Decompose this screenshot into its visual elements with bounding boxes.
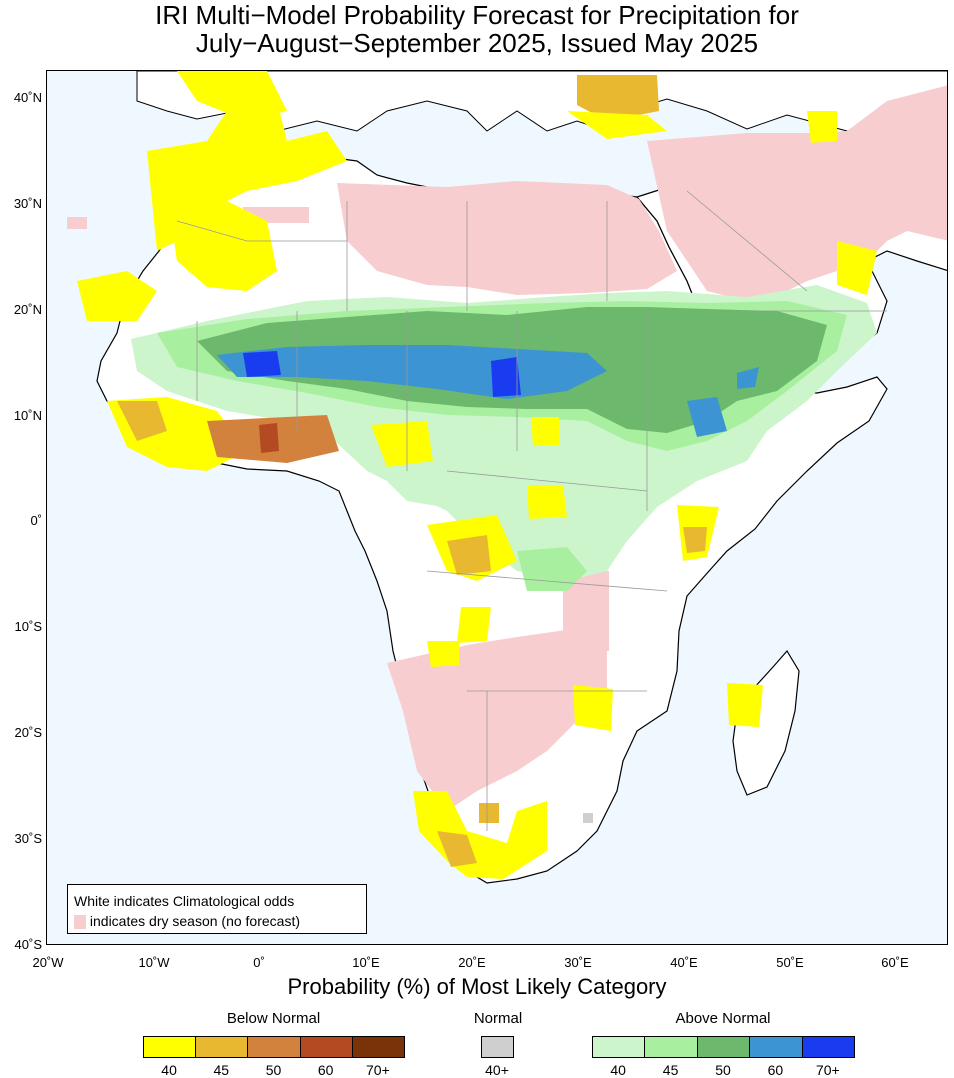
lon-label-20w: 20˚W — [32, 955, 64, 970]
above-normal-title: Above Normal — [675, 1010, 771, 1027]
lat-label-30n: 30˚N — [13, 196, 42, 211]
colorbar-tick-above-1: 45 — [662, 1062, 679, 1078]
colorbar-tick-normal-0: 40+ — [485, 1062, 509, 1078]
colorbar-cell-above-2 — [696, 1036, 751, 1058]
colorbar-tick-below-4: 70+ — [366, 1062, 390, 1078]
lon-label-20e: 20˚E — [458, 955, 486, 970]
below-normal-layer — [77, 71, 877, 879]
above-normal-layer — [131, 285, 877, 591]
colorbar-tick-above-0: 40 — [610, 1062, 626, 1078]
lat-label-40s: 40˚S — [14, 937, 42, 952]
dry-season-layer — [67, 85, 947, 811]
forecast-map — [46, 70, 948, 945]
colorbar-tick-below-1: 45 — [213, 1062, 230, 1078]
colorbar-cell-below-1 — [195, 1036, 249, 1058]
dry-season-swatch — [74, 915, 86, 930]
map-title-line2: July−August−September 2025, Issued May 2… — [195, 28, 759, 58]
lat-label-20n: 20˚N — [13, 302, 42, 317]
colorbar-cell-below-0 — [143, 1036, 197, 1058]
map-title-line1: IRI Multi−Model Probability Forecast for… — [155, 0, 799, 30]
lat-label-30s: 30˚S — [14, 831, 42, 846]
colorbar-cell-above-1 — [644, 1036, 698, 1058]
colorbar-tick-below-3: 60 — [317, 1062, 334, 1078]
colorbar-cell-below-2 — [247, 1036, 301, 1058]
colorbar-cell-above-0 — [592, 1036, 646, 1058]
normal-title: Normal — [473, 1010, 523, 1027]
colorbar-tick-below-0: 40 — [161, 1062, 177, 1078]
country-borders — [176, 190, 887, 831]
colorbar-tick-below-2: 50 — [265, 1062, 282, 1078]
below-normal-title: Below Normal — [226, 1010, 321, 1027]
lon-label-10w: 10˚W — [138, 955, 170, 970]
lat-label-20s: 20˚S — [14, 725, 42, 740]
map-legend-box: White indicates Climatological odds indi… — [67, 884, 367, 934]
colorbar-cell-below-4 — [351, 1036, 405, 1058]
colorbar-cell-below-3 — [299, 1036, 353, 1058]
colorbar-tick-above-3: 60 — [767, 1062, 784, 1078]
legend-dry-season-text: indicates dry season (no forecast) — [89, 913, 300, 929]
legend-dry-season-row: indicates dry season (no forecast) — [74, 911, 366, 931]
lat-label-0: 0˚ — [30, 513, 42, 528]
colorbar-tick-above-2: 50 — [715, 1062, 731, 1078]
lon-label-0: 0˚ — [253, 955, 265, 970]
colorbar-title: Probability (%) of Most Likely Category — [287, 974, 667, 999]
lon-label-50e: 50˚E — [776, 955, 804, 970]
lat-label-10n: 10˚N — [13, 408, 42, 423]
colorbar-cell-above-3 — [749, 1036, 803, 1058]
lat-label-40n: 40˚N — [13, 90, 42, 105]
lon-label-10e: 10˚E — [352, 955, 380, 970]
colorbar-cell-normal-0 — [481, 1036, 514, 1058]
lon-label-30e: 30˚E — [564, 955, 592, 970]
legend-climatology-text: White indicates Climatological odds — [74, 893, 295, 909]
normal-cell — [583, 813, 593, 823]
lat-label-10s: 10˚S — [14, 619, 42, 634]
colorbar-tick-above-4: 70+ — [815, 1062, 840, 1078]
colorbar-cell-above-4 — [801, 1036, 855, 1058]
lon-label-40e: 40˚E — [670, 955, 698, 970]
lon-label-60e: 60˚E — [881, 955, 909, 970]
